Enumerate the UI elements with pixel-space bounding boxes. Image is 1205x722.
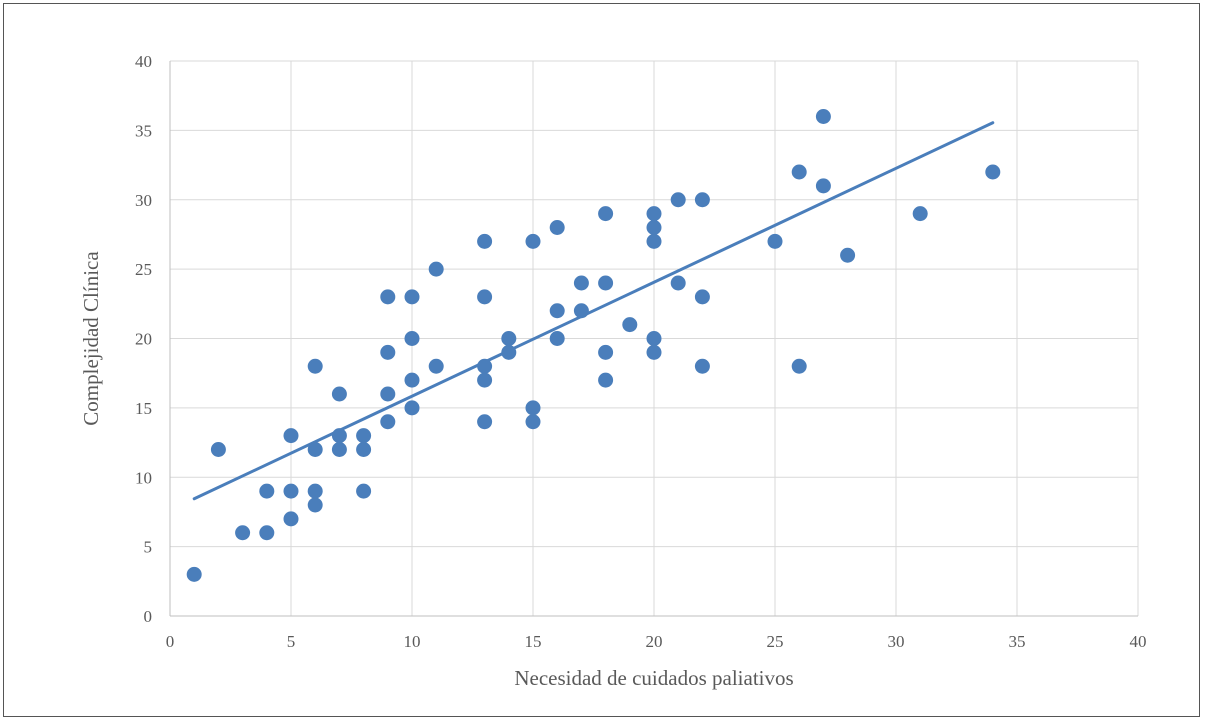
- y-tick-label: 5: [144, 538, 153, 557]
- data-point: [307, 483, 323, 499]
- data-point: [331, 428, 347, 444]
- data-point: [573, 303, 589, 319]
- data-point: [501, 331, 517, 346]
- data-point: [670, 275, 686, 291]
- data-point: [646, 331, 662, 346]
- data-point: [501, 344, 517, 360]
- data-point: [404, 331, 420, 346]
- data-point: [307, 442, 323, 457]
- y-tick-label: 10: [135, 468, 152, 487]
- data-point: [598, 206, 614, 222]
- data-point: [815, 178, 831, 194]
- data-point: [525, 400, 541, 416]
- data-point: [694, 192, 710, 208]
- data-point: [235, 525, 251, 541]
- data-point: [428, 261, 444, 277]
- x-tick-label: 0: [166, 632, 175, 651]
- data-point: [380, 386, 396, 402]
- y-tick-label: 15: [135, 399, 152, 418]
- data-point: [477, 358, 493, 374]
- data-point: [307, 497, 323, 513]
- data-point: [549, 303, 565, 319]
- tick-labels: 0 5 10 15 20 25 30 35 40 0 5 10 15 20 25 30 35 40: [135, 52, 1147, 651]
- data-point: [331, 442, 347, 457]
- y-tick-label: 0: [144, 607, 153, 626]
- data-point: [670, 192, 686, 208]
- x-tick-label: 25: [767, 632, 784, 651]
- data-point: [307, 358, 323, 374]
- data-point: [356, 428, 372, 444]
- data-point: [259, 483, 275, 499]
- axes: [169, 61, 1138, 617]
- x-tick-label: 20: [646, 632, 663, 651]
- data-point: [549, 220, 565, 235]
- data-point: [380, 289, 396, 305]
- data-point: [985, 164, 1001, 180]
- data-point: [598, 275, 614, 291]
- data-point: [380, 344, 396, 360]
- data-points: [186, 109, 1001, 582]
- data-point: [477, 233, 493, 249]
- data-point: [622, 317, 638, 333]
- data-point: [283, 483, 299, 499]
- x-tick-label: 10: [404, 632, 421, 651]
- data-point: [791, 358, 807, 374]
- data-point: [525, 233, 541, 249]
- x-tick-label: 35: [1009, 632, 1026, 651]
- y-axis-title: Complejidad Clínica: [79, 251, 103, 426]
- data-point: [598, 344, 614, 360]
- y-tick-label: 35: [135, 121, 152, 140]
- data-point: [428, 358, 444, 374]
- data-point: [549, 331, 565, 346]
- data-point: [815, 109, 831, 124]
- data-point: [694, 289, 710, 305]
- data-point: [331, 386, 347, 402]
- data-point: [767, 233, 783, 249]
- data-point: [356, 442, 372, 457]
- data-point: [912, 206, 928, 222]
- data-point: [210, 442, 226, 457]
- data-point: [791, 164, 807, 180]
- trendline-group: [192, 121, 995, 501]
- data-point: [646, 220, 662, 235]
- data-point: [283, 428, 299, 444]
- data-point: [259, 525, 275, 541]
- y-tick-label: 30: [135, 191, 152, 210]
- data-point: [840, 247, 856, 263]
- data-point: [525, 414, 541, 430]
- y-tick-label: 25: [135, 260, 152, 279]
- data-point: [694, 358, 710, 374]
- x-tick-label: 30: [888, 632, 905, 651]
- x-axis-title: Necesidad de cuidados paliativos: [514, 666, 793, 690]
- data-point: [404, 372, 420, 388]
- x-tick-label: 40: [1130, 632, 1147, 651]
- data-point: [356, 483, 372, 499]
- data-point: [283, 511, 299, 527]
- data-point: [477, 289, 493, 305]
- data-point: [380, 414, 396, 430]
- data-point: [646, 233, 662, 249]
- trendline: [192, 121, 995, 501]
- x-tick-label: 15: [525, 632, 542, 651]
- x-tick-label: 5: [287, 632, 296, 651]
- data-point: [404, 400, 420, 416]
- chart-frame: [3, 3, 1200, 717]
- data-point: [477, 414, 493, 430]
- data-point: [573, 275, 589, 291]
- data-point: [186, 566, 202, 582]
- y-tick-label: 20: [135, 330, 152, 349]
- data-point: [477, 372, 493, 388]
- y-tick-label: 40: [135, 52, 152, 71]
- data-point: [646, 206, 662, 222]
- data-point: [404, 289, 420, 305]
- data-point: [646, 344, 662, 360]
- data-point: [598, 372, 614, 388]
